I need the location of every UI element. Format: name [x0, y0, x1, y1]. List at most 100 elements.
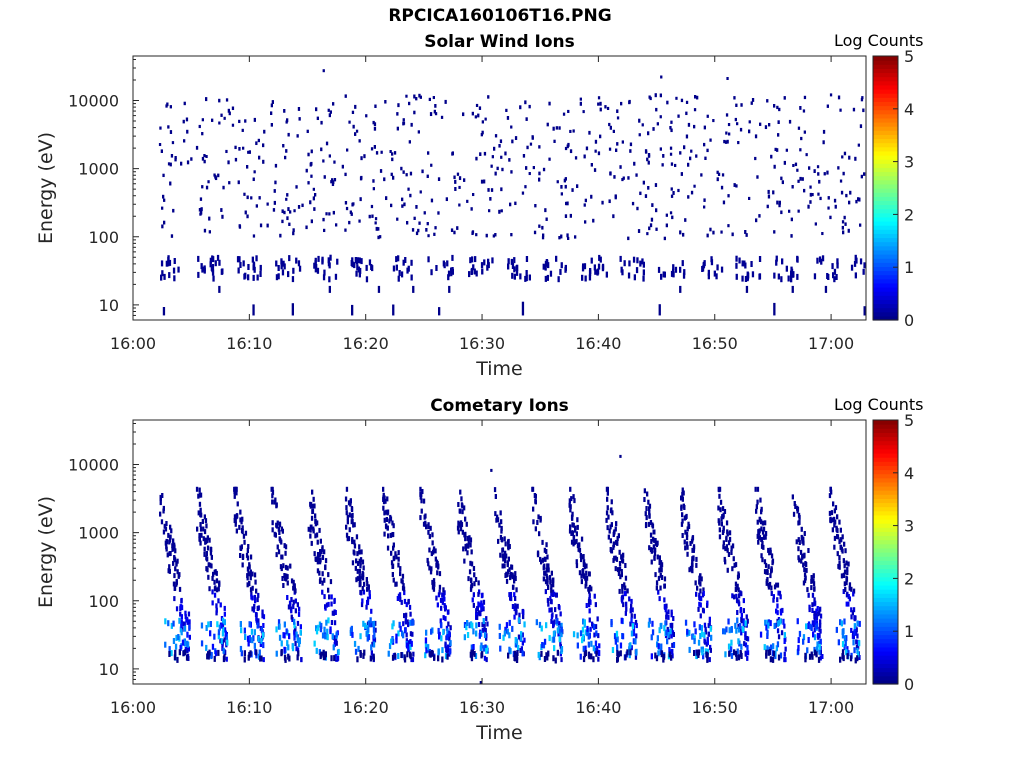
- plot-frame: [132, 55, 867, 321]
- heatmap-cell: [765, 578, 768, 584]
- heatmap-cell: [224, 630, 227, 637]
- heatmap-cell: [511, 272, 514, 279]
- heatmap-cell: [160, 519, 164, 525]
- heatmap-cell: [370, 608, 373, 614]
- heatmap-cell: [388, 643, 392, 650]
- heatmap-cell: [161, 206, 164, 210]
- colorbar-step: [873, 498, 898, 504]
- heatmap-cell: [648, 513, 651, 519]
- heatmap-cell: [425, 647, 428, 654]
- y-tick-label: 10000: [68, 456, 119, 475]
- heatmap-cell: [601, 200, 604, 205]
- heatmap-cell: [366, 630, 370, 637]
- heatmap-cell: [272, 208, 276, 212]
- heatmap-cell: [444, 605, 447, 611]
- heatmap-cell: [777, 617, 781, 622]
- heatmap-cell: [651, 547, 654, 553]
- heatmap-cell: [588, 584, 592, 590]
- heatmap-cell: [286, 216, 289, 221]
- heatmap-cell: [356, 551, 359, 557]
- heatmap-cell: [280, 539, 283, 545]
- heatmap-cell: [509, 592, 513, 597]
- heatmap-cell: [372, 641, 376, 648]
- heatmap-cell: [271, 100, 274, 104]
- heatmap-cell: [809, 192, 812, 197]
- heatmap-cell: [344, 172, 347, 177]
- heatmap-cell: [534, 498, 537, 504]
- heatmap-cell: [256, 274, 259, 281]
- heatmap-cell: [718, 520, 721, 526]
- heatmap-cell: [237, 180, 240, 185]
- heatmap-cell: [836, 258, 839, 265]
- heatmap-cell: [187, 656, 190, 661]
- colorbar-step: [873, 262, 898, 267]
- heatmap-cell: [606, 505, 609, 511]
- heatmap-cell: [570, 496, 573, 502]
- heatmap-cell: [681, 518, 684, 524]
- heatmap-cell: [404, 257, 407, 263]
- heatmap-cell: [491, 257, 494, 264]
- heatmap-cell: [345, 510, 348, 516]
- heatmap-cell: [315, 647, 318, 654]
- colorbar-step: [873, 667, 898, 673]
- heatmap-cell: [730, 646, 733, 653]
- heatmap-cell: [693, 621, 696, 628]
- heatmap-cell: [740, 630, 743, 636]
- heatmap-cell: [841, 632, 845, 639]
- heatmap-cell: [478, 106, 482, 110]
- heatmap-cell: [406, 619, 409, 625]
- heatmap-cell: [819, 196, 822, 201]
- heatmap-cell: [515, 638, 519, 645]
- heatmap-cell: [164, 526, 168, 532]
- heatmap-cell: [208, 586, 211, 592]
- heatmap-cell: [260, 626, 263, 633]
- heatmap-cell: [845, 193, 848, 198]
- heatmap-cell: [467, 576, 470, 582]
- heatmap-cell: [781, 258, 784, 265]
- heatmap-cell: [597, 102, 600, 106]
- heatmap-cell: [356, 568, 359, 574]
- heatmap-cell: [233, 493, 236, 499]
- heatmap-cell: [172, 638, 176, 644]
- heatmap-cell: [519, 105, 522, 110]
- heatmap-cell: [384, 100, 387, 104]
- heatmap-cell: [550, 607, 553, 613]
- heatmap-cell: [493, 146, 496, 151]
- heatmap-cell: [474, 115, 477, 119]
- heatmap-cell: [432, 578, 436, 584]
- heatmap-cell: [471, 622, 474, 629]
- heatmap-cell: [557, 604, 560, 609]
- heatmap-cell: [307, 152, 310, 157]
- heatmap-cell: [594, 268, 597, 275]
- heatmap-cell: [507, 652, 510, 659]
- heatmap-cell: [174, 156, 177, 160]
- heatmap-cell: [168, 568, 171, 574]
- heatmap-cell: [313, 551, 316, 557]
- heatmap-cell: [614, 526, 617, 532]
- heatmap-cell: [548, 635, 551, 642]
- heatmap-cell: [831, 517, 834, 523]
- heatmap-cell: [700, 631, 704, 638]
- heatmap-cell: [759, 122, 762, 126]
- heatmap-cell: [356, 257, 359, 264]
- heatmap-cell: [470, 267, 474, 274]
- heatmap-cell: [813, 169, 816, 174]
- heatmap-cell: [248, 581, 251, 587]
- heatmap-cell: [663, 576, 667, 582]
- heatmap-cell: [703, 638, 706, 644]
- heatmap-cell: [833, 544, 836, 550]
- heatmap-cell: [215, 578, 219, 584]
- heatmap-cell: [790, 234, 793, 238]
- heatmap-cell: [736, 574, 740, 580]
- colorbar-step: [873, 539, 898, 545]
- heatmap-cell: [621, 588, 624, 594]
- heatmap-cell: [314, 556, 317, 562]
- heatmap-cell: [451, 254, 454, 261]
- heatmap-cell: [742, 598, 745, 604]
- heatmap-cell: [292, 585, 295, 591]
- heatmap-cell: [726, 77, 729, 80]
- heatmap-cell: [296, 647, 300, 653]
- heatmap-cell: [392, 577, 395, 583]
- heatmap-cell: [666, 100, 669, 105]
- colorbar-label-cometary: Log Counts: [834, 395, 924, 414]
